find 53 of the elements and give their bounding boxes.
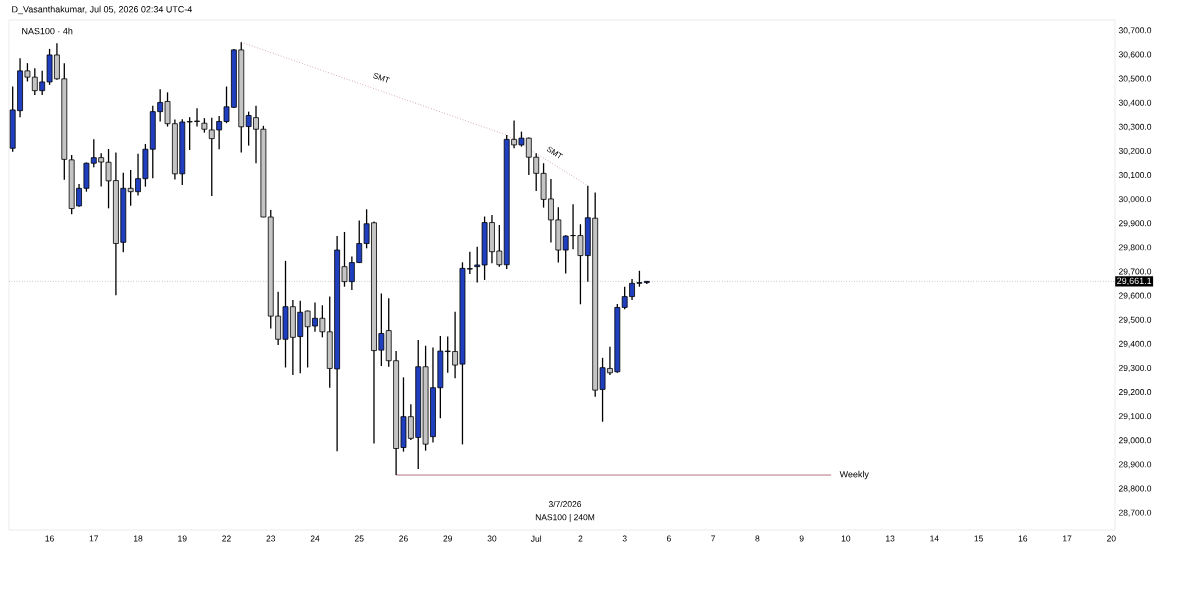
x-tick-label: 23 xyxy=(266,535,276,542)
x-tick-label: 2 xyxy=(578,535,583,542)
y-tick-label: 29,000.0 xyxy=(1118,437,1152,445)
y-tick-label: 29,200.0 xyxy=(1118,389,1152,397)
y-tick-label: 30,200.0 xyxy=(1118,147,1152,155)
x-tick-label: Jul xyxy=(530,535,542,542)
x-tick-label: 13 xyxy=(886,535,895,542)
y-tick-label: 30,600.0 xyxy=(1118,51,1152,59)
y-tick-label: 29,100.0 xyxy=(1118,413,1152,421)
x-tick-label: 29 xyxy=(443,535,453,542)
text: NAS100 · 4h xyxy=(22,27,73,35)
x-tick-label: 17 xyxy=(1063,535,1072,542)
annotation: NAS100 | 240M xyxy=(535,514,595,522)
x-tick-label: 15 xyxy=(974,535,983,542)
y-tick-label: 30,000.0 xyxy=(1118,196,1152,204)
y-tick-label: 28,700.0 xyxy=(1118,509,1152,517)
x-tick-label: 6 xyxy=(667,535,671,542)
x-tick-label: 16 xyxy=(1018,535,1028,542)
x-tick-label: 14 xyxy=(930,535,939,542)
y-tick-label: 29,500.0 xyxy=(1118,316,1152,324)
x-tick-label: 9 xyxy=(799,535,804,542)
y-tick-label: 30,300.0 xyxy=(1118,123,1152,131)
x-tick-label: 19 xyxy=(178,535,187,542)
x-tick-label: 18 xyxy=(133,535,143,542)
y-tick-label: 28,800.0 xyxy=(1118,485,1152,493)
x-tick-label: 22 xyxy=(222,535,231,542)
x-tick-label: 3 xyxy=(622,535,627,542)
y-tick-label: 30,400.0 xyxy=(1118,99,1152,107)
x-tick-label: 8 xyxy=(755,535,760,542)
x-tick-label: 7 xyxy=(711,535,716,542)
x-tick-label: 16 xyxy=(45,535,54,542)
x-tick-label: 24 xyxy=(310,535,320,542)
x-tick-label: 30 xyxy=(487,535,497,542)
y-tick-label: 29,600.0 xyxy=(1118,292,1152,300)
y-tick-label: 28,900.0 xyxy=(1118,461,1152,469)
y-tick-label: 29,700.0 xyxy=(1118,268,1152,276)
annotation: 3/7/2026 xyxy=(548,500,582,508)
x-tick-label: 26 xyxy=(399,535,408,542)
y-tick-label: 30,700.0 xyxy=(1118,27,1152,35)
ref-line-label: 29,661.1 xyxy=(1117,277,1152,286)
x-tick-label: 10 xyxy=(841,535,851,542)
text: D_Vasanthakumar, Jul 05, 2026 02:34 UTC-4 xyxy=(12,5,192,15)
y-tick-label: 29,300.0 xyxy=(1118,364,1152,372)
y-tick-label: 29,400.0 xyxy=(1118,340,1152,348)
x-tick-label: 20 xyxy=(1107,535,1116,542)
y-tick-label: 30,100.0 xyxy=(1118,172,1152,180)
y-tick-label: 29,800.0 xyxy=(1118,244,1152,252)
y-tick-label: 29,900.0 xyxy=(1118,220,1152,228)
x-tick-label: 17 xyxy=(89,535,99,542)
x-tick-label: 25 xyxy=(354,535,364,542)
y-tick-label: 30,500.0 xyxy=(1118,75,1152,83)
annotation: Weekly xyxy=(839,470,869,480)
candlestick xyxy=(562,234,569,275)
